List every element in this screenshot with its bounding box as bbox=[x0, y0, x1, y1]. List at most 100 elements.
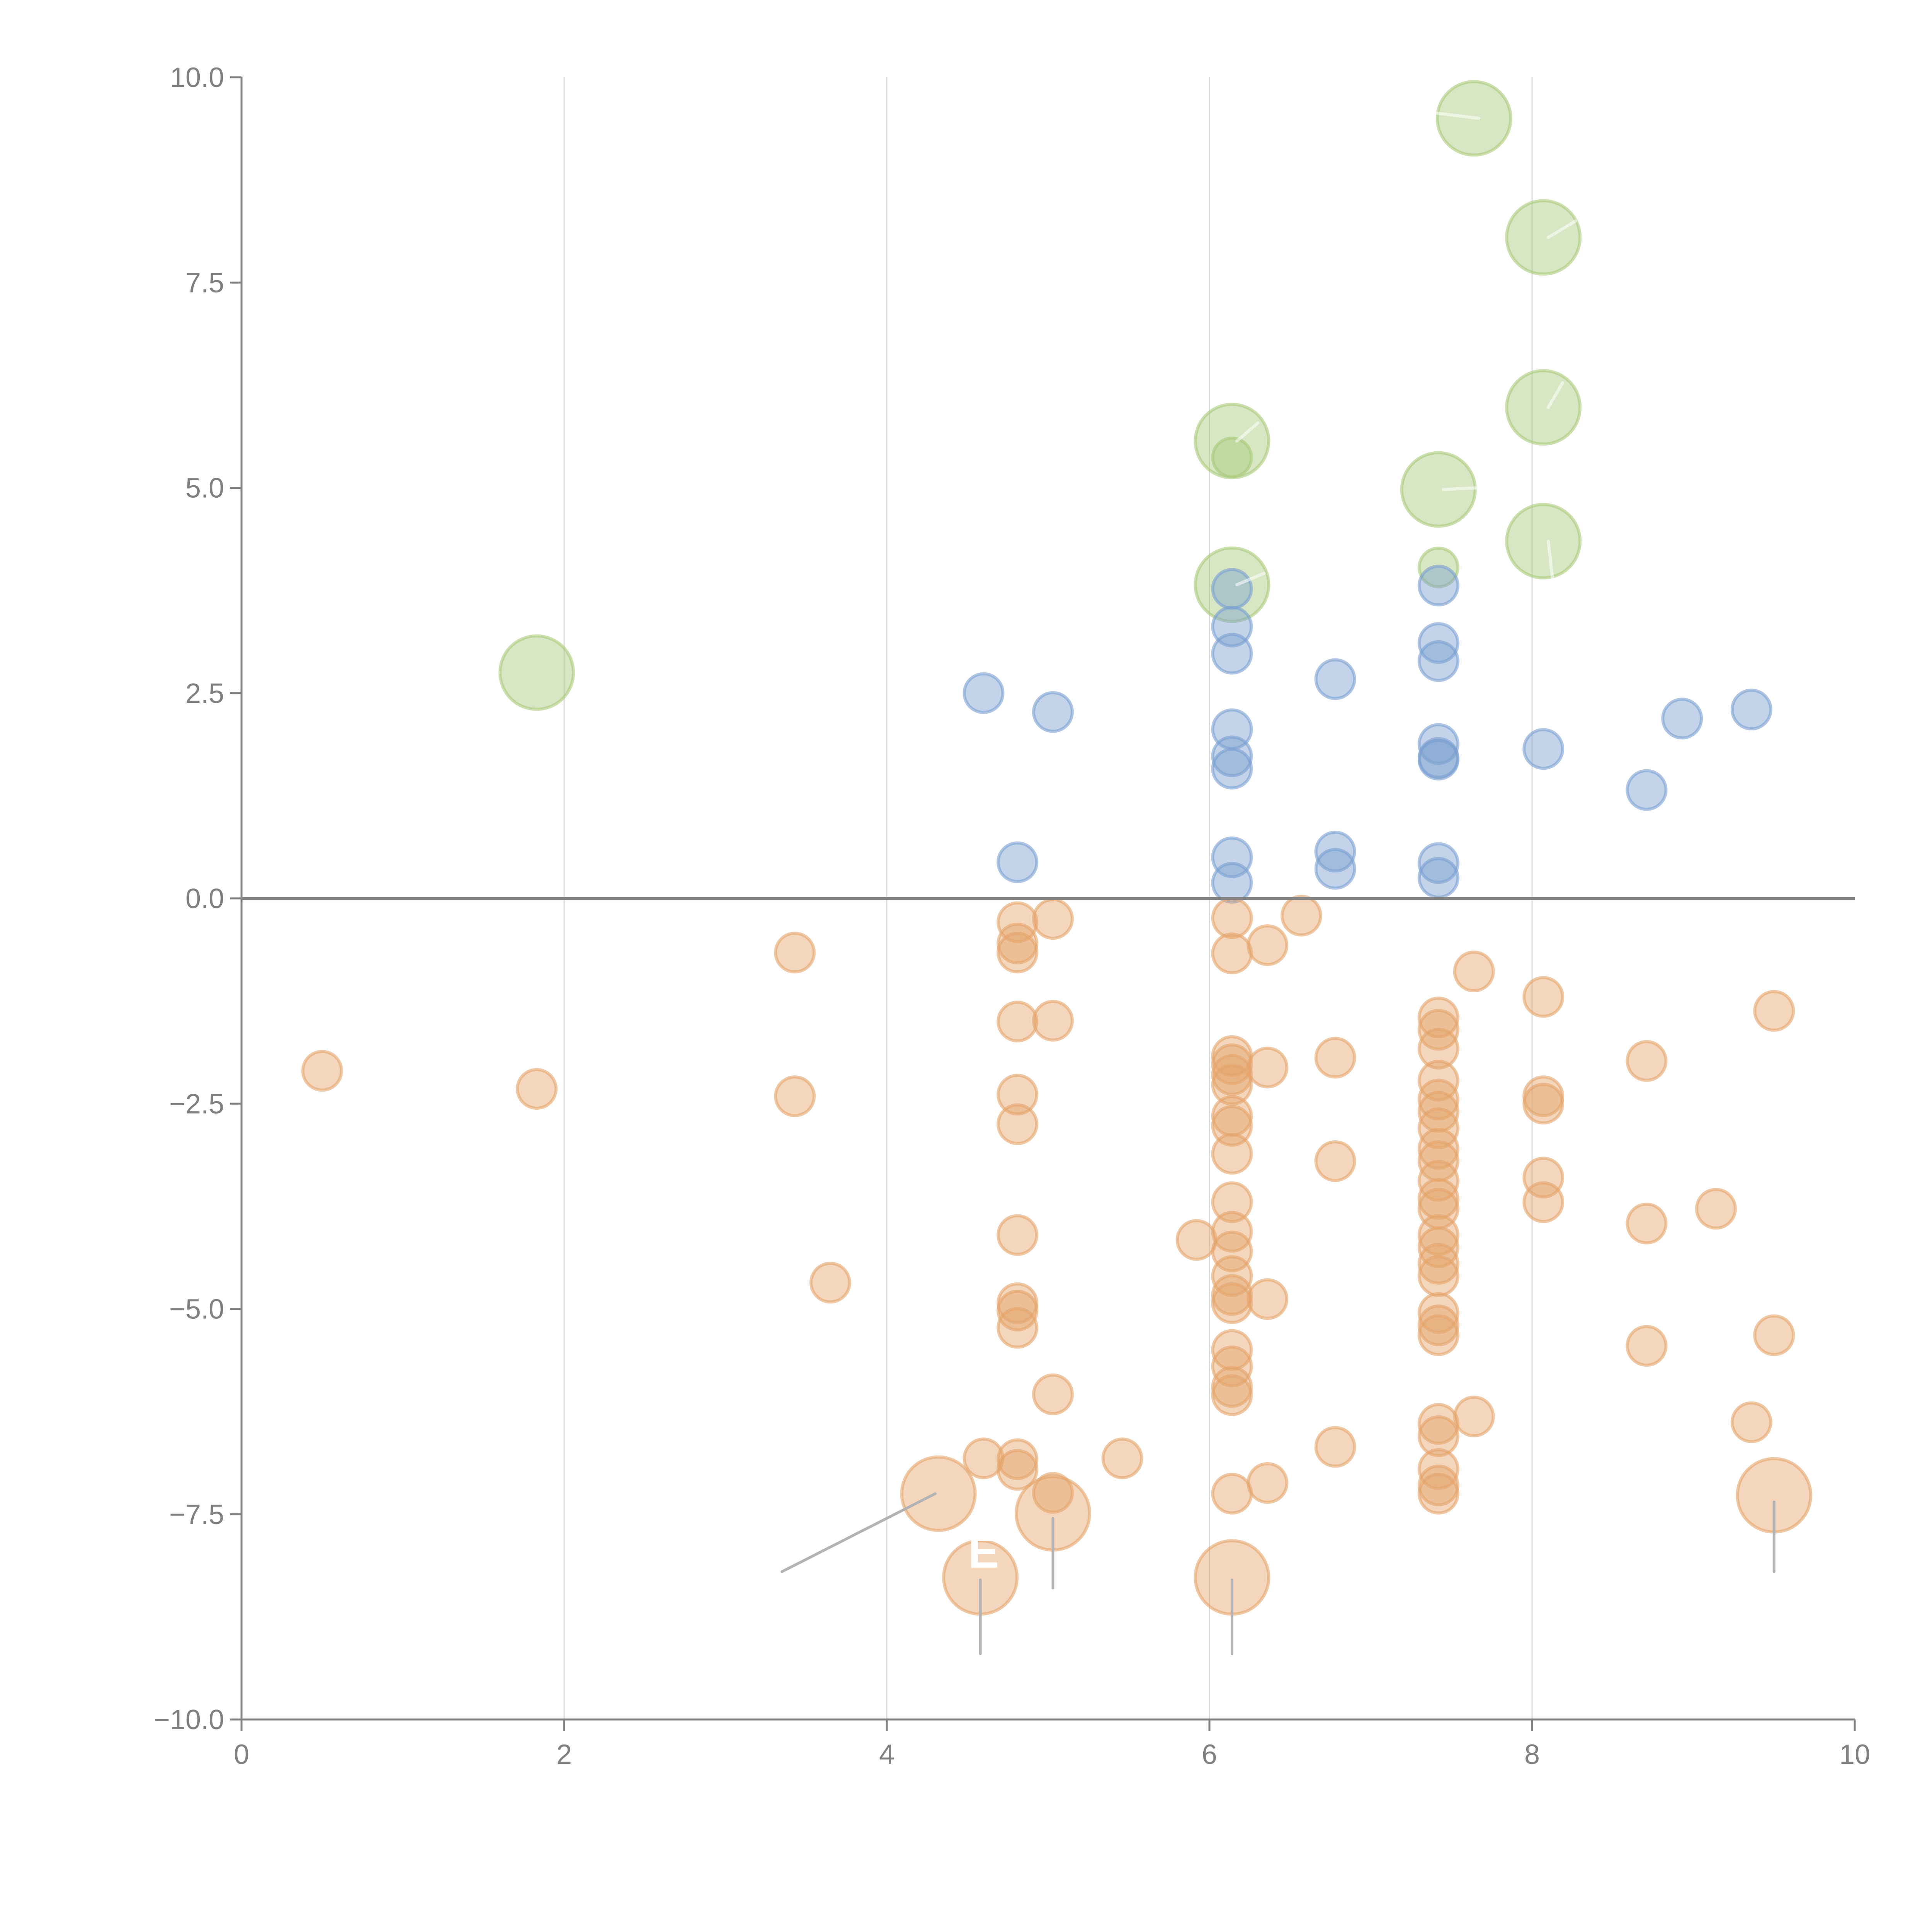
data-point bbox=[1417, 857, 1459, 899]
data-point bbox=[1211, 568, 1253, 610]
x-tick-label: 8 bbox=[1524, 1739, 1540, 1770]
data-point bbox=[1211, 1054, 1253, 1096]
data-point bbox=[1753, 1314, 1795, 1356]
data-point bbox=[997, 1307, 1039, 1349]
annotation-label: E bbox=[968, 1526, 999, 1578]
y-tick-label: −7.5 bbox=[169, 1499, 224, 1530]
data-point bbox=[1417, 842, 1459, 884]
data-point bbox=[1730, 689, 1772, 731]
data-point bbox=[1453, 1395, 1495, 1437]
data-point bbox=[1211, 1282, 1253, 1324]
data-points bbox=[301, 80, 1813, 1616]
data-point bbox=[1417, 1304, 1459, 1346]
data-point bbox=[1175, 1219, 1218, 1261]
data-point bbox=[1753, 990, 1795, 1032]
data-point bbox=[900, 1455, 977, 1532]
y-tick-label: 7.5 bbox=[185, 267, 224, 298]
data-point bbox=[1314, 830, 1356, 872]
data-point bbox=[1522, 728, 1565, 770]
data-point bbox=[1247, 1278, 1289, 1320]
data-point bbox=[1417, 1403, 1459, 1445]
data-point bbox=[774, 932, 816, 974]
data-point bbox=[516, 1068, 558, 1110]
data-point bbox=[1417, 1292, 1459, 1334]
data-point bbox=[997, 901, 1039, 943]
y-tick-label: 0.0 bbox=[185, 883, 224, 914]
leader-lines bbox=[781, 111, 1776, 1655]
data-point bbox=[1453, 951, 1495, 993]
data-point bbox=[1280, 895, 1322, 937]
data-point bbox=[1505, 199, 1582, 276]
data-point bbox=[1314, 1426, 1356, 1468]
data-point bbox=[997, 841, 1039, 883]
data-point bbox=[1032, 1472, 1074, 1514]
data-point bbox=[301, 1050, 343, 1092]
data-point bbox=[1417, 723, 1459, 765]
data-point bbox=[1417, 1128, 1459, 1170]
data-point bbox=[963, 672, 1005, 714]
data-point bbox=[1505, 369, 1582, 446]
data-point bbox=[1626, 769, 1668, 811]
leader-line bbox=[1442, 486, 1479, 491]
data-point bbox=[1211, 897, 1253, 939]
data-point bbox=[1211, 932, 1253, 975]
data-point bbox=[1417, 1415, 1459, 1457]
data-point bbox=[1417, 1255, 1459, 1297]
data-point bbox=[1211, 862, 1253, 904]
data-point bbox=[1626, 1202, 1668, 1245]
data-point bbox=[997, 1073, 1039, 1116]
data-point bbox=[1247, 924, 1289, 966]
data-point bbox=[1695, 1188, 1737, 1230]
annotations: E bbox=[968, 1526, 999, 1578]
data-point bbox=[1314, 658, 1356, 700]
x-tick-label: 4 bbox=[879, 1739, 895, 1770]
data-point bbox=[1730, 1401, 1772, 1443]
data-point bbox=[997, 932, 1039, 974]
data-point bbox=[1247, 1046, 1289, 1088]
data-point bbox=[1417, 640, 1459, 682]
leader-line bbox=[1546, 219, 1577, 239]
data-point bbox=[1661, 697, 1703, 740]
data-point bbox=[997, 922, 1039, 964]
data-point bbox=[997, 1289, 1039, 1332]
data-point bbox=[1314, 1140, 1356, 1182]
y-tick-label: −2.5 bbox=[169, 1088, 224, 1119]
data-point bbox=[1247, 1462, 1289, 1504]
data-point bbox=[774, 1075, 816, 1117]
data-point bbox=[997, 1438, 1039, 1480]
y-tick-label: 2.5 bbox=[185, 678, 224, 709]
data-point bbox=[1417, 1226, 1459, 1269]
data-point bbox=[1194, 546, 1270, 623]
data-point bbox=[1417, 1314, 1459, 1356]
data-point bbox=[1211, 436, 1253, 478]
leader-line bbox=[1235, 571, 1266, 587]
data-point bbox=[1211, 1064, 1253, 1106]
data-point bbox=[1417, 997, 1459, 1039]
data-point bbox=[1211, 1374, 1253, 1416]
data-point bbox=[1211, 748, 1253, 790]
data-point bbox=[997, 1103, 1039, 1145]
data-point bbox=[1417, 565, 1459, 607]
x-tick-label: 6 bbox=[1202, 1739, 1217, 1770]
y-tick-label: −10.0 bbox=[154, 1704, 224, 1735]
data-point bbox=[1211, 1181, 1253, 1223]
x-tick-label: 0 bbox=[234, 1739, 249, 1770]
data-point bbox=[1417, 1078, 1459, 1121]
data-point bbox=[1417, 738, 1459, 781]
data-point bbox=[1032, 691, 1074, 733]
data-point bbox=[1211, 1473, 1253, 1515]
data-point bbox=[1211, 633, 1253, 675]
y-tick-label: −5.0 bbox=[169, 1294, 224, 1325]
data-point bbox=[1211, 1329, 1253, 1371]
data-point bbox=[1101, 1437, 1143, 1480]
axes: 10.0 7.5 5.0 2.5 0.0 −2.5 −5.0 −7.5 −10.0 0 2 4 6 8 10 bbox=[154, 62, 1870, 1770]
data-point bbox=[1522, 1083, 1565, 1125]
y-tick-label: 10.0 bbox=[170, 62, 224, 93]
data-point bbox=[1626, 1325, 1668, 1367]
data-point bbox=[1626, 1040, 1668, 1082]
leader-line bbox=[1546, 539, 1555, 584]
data-point bbox=[997, 1214, 1039, 1256]
data-point bbox=[1032, 1373, 1074, 1415]
leader-line bbox=[1430, 111, 1481, 120]
